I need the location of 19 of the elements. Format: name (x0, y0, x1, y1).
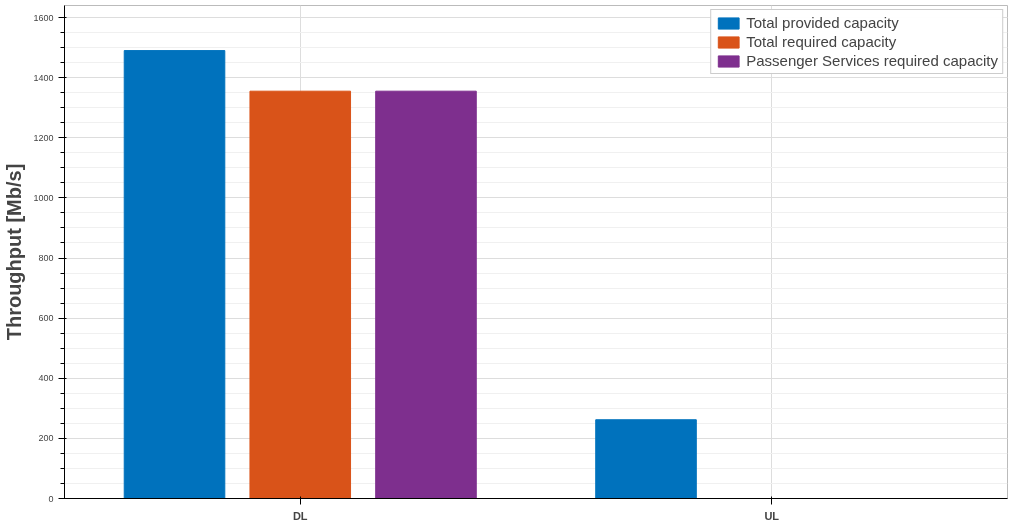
y-tick-label: 1600 (33, 12, 54, 23)
y-tick-label: 0 (48, 493, 54, 504)
bar (123, 50, 226, 499)
y-tick-label: 800 (38, 253, 54, 264)
legend-label: Total provided capacity (746, 14, 899, 31)
bar (375, 90, 477, 499)
legend-label: Total required capacity (746, 33, 897, 50)
y-tick-label: 1400 (33, 72, 54, 83)
y-tick-label: 400 (38, 373, 54, 384)
bar (595, 419, 697, 499)
x-tick-label: DL (292, 509, 308, 522)
y-tick-label: 1000 (33, 192, 54, 203)
y-axis-title: Throughput [Mb/s] (3, 163, 26, 341)
bar (249, 90, 352, 499)
y-tick-label: 200 (38, 433, 54, 444)
legend-label: Passenger Services required capacity (746, 52, 998, 69)
y-tick-label: 600 (38, 313, 54, 324)
x-tick-label: UL (764, 509, 780, 522)
y-tick-label: 1200 (33, 132, 54, 143)
